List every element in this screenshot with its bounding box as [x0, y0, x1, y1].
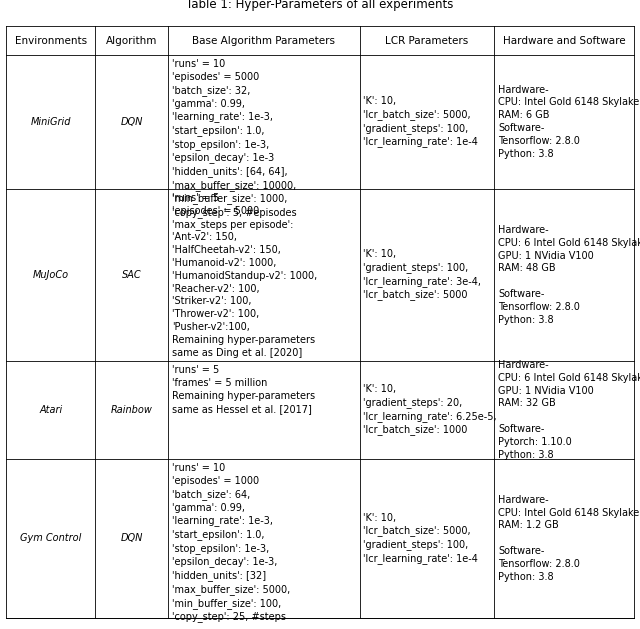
Text: Atari: Atari: [39, 405, 63, 415]
Text: 'runs' = 5
'frames' = 5 million
Remaining hyper-parameters
same as Hessel et al.: 'runs' = 5 'frames' = 5 million Remainin…: [172, 365, 315, 414]
Text: Hardware and Software: Hardware and Software: [502, 36, 625, 46]
Text: 'K': 10,
'gradient_steps': 20,
'lcr_learning_rate': 6.25e-5,
'lcr_batch_size': 1: 'K': 10, 'gradient_steps': 20, 'lcr_lear…: [364, 384, 497, 435]
Text: 'runs' = 5
'episodes' = 5000
'max_steps per episode':
'Ant-v2': 150,
'HalfCheeta: 'runs' = 5 'episodes' = 5000 'max_steps …: [172, 193, 317, 357]
Text: Environments: Environments: [15, 36, 87, 46]
Text: 'K': 10,
'gradient_steps': 100,
'lcr_learning_rate': 3e-4,
'lcr_batch_size': 500: 'K': 10, 'gradient_steps': 100, 'lcr_lea…: [364, 249, 481, 300]
Text: LCR Parameters: LCR Parameters: [385, 36, 468, 46]
Text: 'K': 10,
'lcr_batch_size': 5000,
'gradient_steps': 100,
'lcr_learning_rate': 1e-: 'K': 10, 'lcr_batch_size': 5000, 'gradie…: [364, 513, 478, 564]
Text: Table 1: Hyper-Parameters of all experiments: Table 1: Hyper-Parameters of all experim…: [186, 0, 454, 11]
Text: DQN: DQN: [121, 533, 143, 543]
Text: DQN: DQN: [121, 117, 143, 126]
Text: Rainbow: Rainbow: [111, 405, 153, 415]
Text: Hardware-
CPU: Intel Gold 6148 Skylake
RAM: 6 GB
Software-
Tensorflow: 2.8.0
Pyt: Hardware- CPU: Intel Gold 6148 Skylake R…: [498, 85, 639, 159]
Text: Base Algorithm Parameters: Base Algorithm Parameters: [193, 36, 335, 46]
Text: 'runs' = 10
'episodes' = 1000
'batch_size': 64,
'gamma': 0.99,
'learning_rate': : 'runs' = 10 'episodes' = 1000 'batch_siz…: [172, 464, 291, 622]
Text: Hardware-
CPU: Intel Gold 6148 Skylake
RAM: 1.2 GB

Software-
Tensorflow: 2.8.0
: Hardware- CPU: Intel Gold 6148 Skylake R…: [498, 495, 639, 582]
Text: MuJoCo: MuJoCo: [33, 270, 69, 280]
Text: 'runs' = 10
'episodes' = 5000
'batch_size': 32,
'gamma': 0.99,
'learning_rate': : 'runs' = 10 'episodes' = 5000 'batch_siz…: [172, 59, 297, 218]
Text: 'K': 10,
'lcr_batch_size': 5000,
'gradient_steps': 100,
'lcr_learning_rate': 1e-: 'K': 10, 'lcr_batch_size': 5000, 'gradie…: [364, 96, 478, 147]
Text: Algorithm: Algorithm: [106, 36, 157, 46]
Text: Hardware-
CPU: 6 Intel Gold 6148 Skylake
GPU: 1 NVidia V100
RAM: 48 GB

Software: Hardware- CPU: 6 Intel Gold 6148 Skylake…: [498, 225, 640, 325]
Text: MiniGrid: MiniGrid: [31, 117, 71, 126]
Text: Gym Control: Gym Control: [20, 533, 82, 543]
Text: SAC: SAC: [122, 270, 141, 280]
Text: Hardware-
CPU: 6 Intel Gold 6148 Skylake
GPU: 1 NVidia V100
RAM: 32 GB

Software: Hardware- CPU: 6 Intel Gold 6148 Skylake…: [498, 360, 640, 460]
